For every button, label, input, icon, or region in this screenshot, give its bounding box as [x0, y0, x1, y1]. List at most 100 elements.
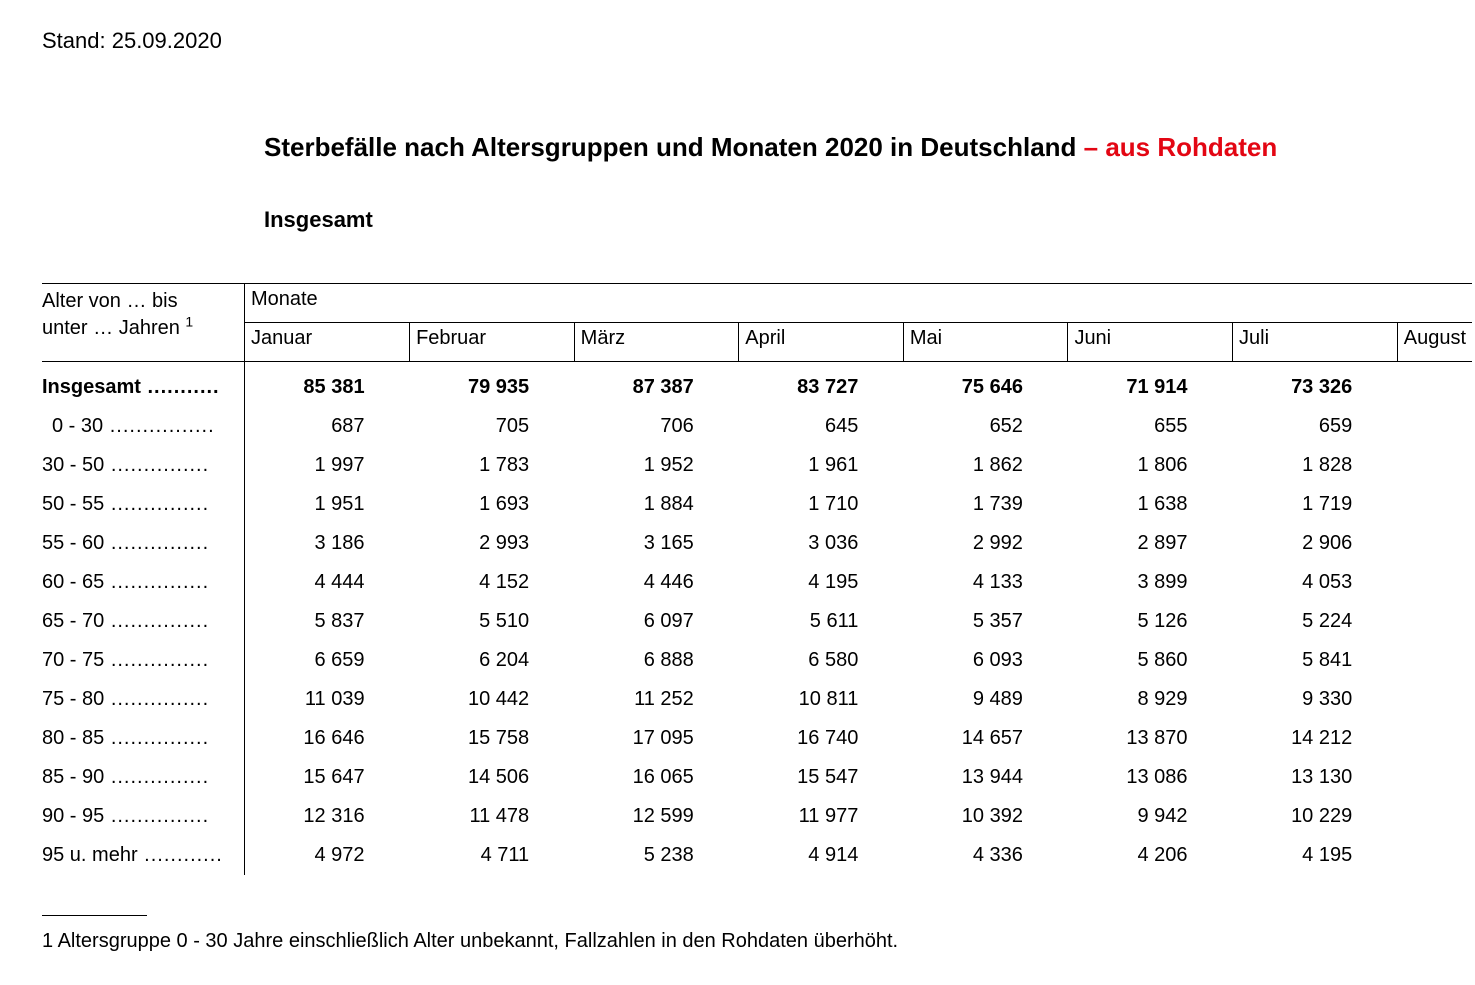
row-label-text: 55 - 60 — [42, 532, 104, 554]
cell-value: 13 086 — [1068, 758, 1233, 797]
deaths-table: Alter von … bis unter … Jahren 1 Monate … — [42, 283, 1472, 875]
cell-value: 10 442 — [410, 680, 575, 719]
row-label-text: 95 u. mehr — [42, 844, 138, 866]
footnotes: 1 Altersgruppe 0 - 30 Jahre einschließli… — [42, 915, 1475, 953]
cell-value: 5 860 — [1068, 641, 1233, 680]
cell-value: 3 899 — [1068, 563, 1233, 602]
cell-value: 11 478 — [410, 797, 575, 836]
table-row: 50 - 55 ...............1 9511 6931 8841 … — [42, 485, 1472, 524]
cell-value: 6 093 — [903, 641, 1068, 680]
cell-value — [1397, 641, 1472, 680]
cell-value: 4 446 — [574, 563, 739, 602]
row-label-text: Insgesamt — [42, 376, 141, 398]
cell-value: 6 097 — [574, 602, 739, 641]
cell-value: 12 316 — [244, 797, 409, 836]
row-label-text: 70 - 75 — [42, 649, 104, 671]
cell-value: 6 580 — [739, 641, 904, 680]
leader-dots: ............... — [104, 766, 209, 788]
cell-value: 15 647 — [244, 758, 409, 797]
cell-value — [1397, 446, 1472, 485]
cell-value: 5 357 — [903, 602, 1068, 641]
leader-dots: ............... — [104, 532, 209, 554]
cell-value: 1 783 — [410, 446, 575, 485]
cell-value: 645 — [739, 407, 904, 446]
col-header-month: Januar — [244, 323, 409, 362]
col-header-month: August — [1397, 323, 1472, 362]
cell-value: 14 212 — [1233, 719, 1398, 758]
cell-value: 1 884 — [574, 485, 739, 524]
cell-value: 73 326 — [1233, 362, 1398, 408]
cell-value: 1 710 — [739, 485, 904, 524]
cell-value — [1397, 563, 1472, 602]
cell-value: 10 229 — [1233, 797, 1398, 836]
row-label-text: 60 - 65 — [42, 571, 104, 593]
row-label-text: 90 - 95 — [42, 805, 104, 827]
cell-value: 4 053 — [1233, 563, 1398, 602]
cell-value: 5 611 — [739, 602, 904, 641]
cell-value: 1 828 — [1233, 446, 1398, 485]
cell-value: 4 195 — [739, 563, 904, 602]
cell-value: 15 758 — [410, 719, 575, 758]
cell-value: 14 506 — [410, 758, 575, 797]
cell-value: 4 195 — [1233, 836, 1398, 875]
row-label: 0 - 30 ................ — [42, 407, 244, 446]
row-label: 70 - 75 ............... — [42, 641, 244, 680]
cell-value — [1397, 719, 1472, 758]
leader-dots: ................ — [103, 415, 214, 437]
row-label: 55 - 60 ............... — [42, 524, 244, 563]
cell-value: 5 126 — [1068, 602, 1233, 641]
cell-value: 9 942 — [1068, 797, 1233, 836]
cell-value: 1 693 — [410, 485, 575, 524]
cell-value: 12 599 — [574, 797, 739, 836]
cell-value: 83 727 — [739, 362, 904, 408]
col-header-month: Februar — [410, 323, 575, 362]
leader-dots: ............ — [138, 844, 223, 866]
cell-value: 1 951 — [244, 485, 409, 524]
leader-dots: ............... — [104, 688, 209, 710]
table-row: 75 - 80 ...............11 03910 44211 25… — [42, 680, 1472, 719]
cell-value: 2 992 — [903, 524, 1068, 563]
cell-value: 16 646 — [244, 719, 409, 758]
leader-dots: ............... — [104, 727, 209, 749]
col-header-month: Juni — [1068, 323, 1233, 362]
leader-dots: ............... — [104, 454, 209, 476]
cell-value: 2 993 — [410, 524, 575, 563]
cell-value: 16 065 — [574, 758, 739, 797]
row-label-text: 50 - 55 — [42, 493, 104, 515]
table-row: 85 - 90 ...............15 64714 50616 06… — [42, 758, 1472, 797]
cell-value: 4 336 — [903, 836, 1068, 875]
table-row: 70 - 75 ...............6 6596 2046 8886 … — [42, 641, 1472, 680]
row-label-text: 0 - 30 — [42, 415, 103, 437]
row-label: 85 - 90 ............... — [42, 758, 244, 797]
cell-value: 71 914 — [1068, 362, 1233, 408]
row-label: 75 - 80 ............... — [42, 680, 244, 719]
leader-dots: ............... — [104, 571, 209, 593]
cell-value: 652 — [903, 407, 1068, 446]
cell-value: 1 638 — [1068, 485, 1233, 524]
cell-value: 1 952 — [574, 446, 739, 485]
cell-value: 6 659 — [244, 641, 409, 680]
title-block: Sterbefälle nach Altersgruppen und Monat… — [264, 132, 1475, 233]
cell-value: 4 206 — [1068, 836, 1233, 875]
cell-value — [1397, 407, 1472, 446]
title-main: Sterbefälle nach Altersgruppen und Monat… — [264, 132, 1084, 162]
cell-value: 10 811 — [739, 680, 904, 719]
cell-value — [1397, 602, 1472, 641]
cell-value: 5 238 — [574, 836, 739, 875]
row-label: 50 - 55 ............... — [42, 485, 244, 524]
leader-dots: ............... — [104, 805, 209, 827]
cell-value: 1 961 — [739, 446, 904, 485]
cell-value: 6 888 — [574, 641, 739, 680]
cell-value: 4 133 — [903, 563, 1068, 602]
cell-value: 4 711 — [410, 836, 575, 875]
cell-value: 87 387 — [574, 362, 739, 408]
cell-value: 11 039 — [244, 680, 409, 719]
footnote-rule — [42, 915, 147, 916]
cell-value — [1397, 362, 1472, 408]
stand-date: Stand: 25.09.2020 — [42, 28, 1475, 54]
cell-value: 1 719 — [1233, 485, 1398, 524]
cell-value: 5 224 — [1233, 602, 1398, 641]
footnote-text: Altersgruppe 0 - 30 Jahre einschließlich… — [58, 930, 899, 952]
cell-value: 8 929 — [1068, 680, 1233, 719]
cell-value: 3 036 — [739, 524, 904, 563]
